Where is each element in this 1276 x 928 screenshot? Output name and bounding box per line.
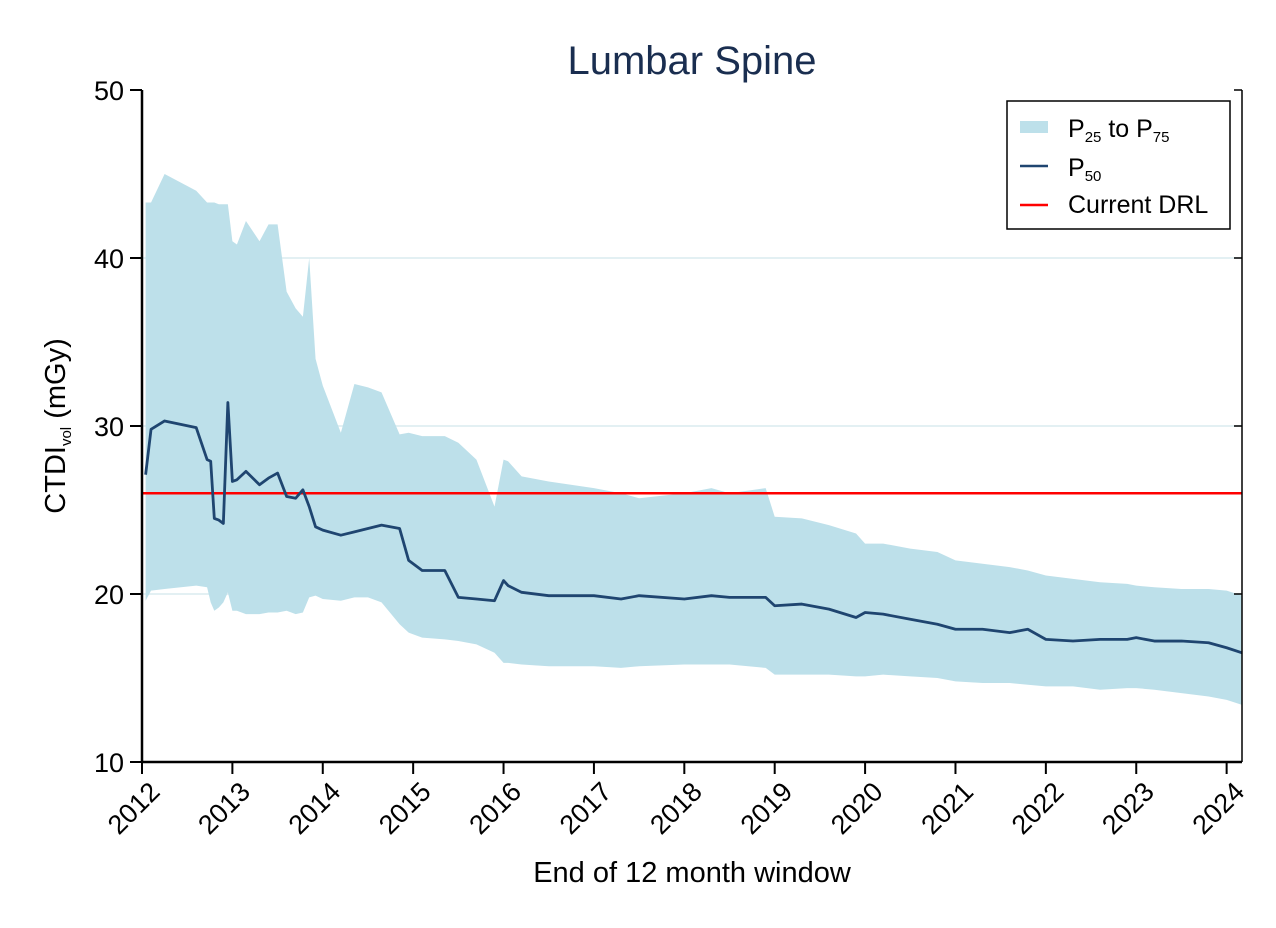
axes <box>130 89 1243 774</box>
legend-label-median: P50 <box>1068 154 1101 185</box>
plot-series <box>142 174 1243 705</box>
legend: P25 to P75 P50 Current DRL <box>1006 100 1231 230</box>
legend-drl-part-0: Current DRL <box>1068 191 1208 219</box>
legend-median-part-1: 50 <box>1085 168 1102 185</box>
legend-label-drl: Current DRL <box>1068 191 1208 219</box>
legend-label-band: P25 to P75 <box>1068 115 1169 146</box>
y-tick-label-50: 50 <box>94 76 124 106</box>
y-tick-label-30: 30 <box>94 412 124 442</box>
y-axis-title-main: CTDI <box>40 446 72 514</box>
legend-swatch-band <box>1020 121 1048 133</box>
series-p50 <box>144 401 1243 655</box>
y-axis-title-unit: (mGy) <box>40 338 72 427</box>
y-axis-title: CTDIvol (mGy) <box>40 338 75 513</box>
legend-band-part-3: 75 <box>1153 129 1170 146</box>
series-band-p25-p75 <box>145 174 1242 705</box>
legend-band-part-1: 25 <box>1085 129 1102 146</box>
legend-median-part-0: P <box>1068 154 1085 182</box>
y-axis-title-subscript: vol <box>58 427 75 446</box>
y-tick-label-40: 40 <box>94 244 124 274</box>
chart-title: Lumbar Spine <box>567 39 816 83</box>
y-tick-label-10: 10 <box>94 748 124 778</box>
x-axis-title: End of 12 month window <box>533 857 852 889</box>
y-tick-label-20: 20 <box>94 580 124 610</box>
legend-band-part-0: P <box>1068 115 1085 143</box>
legend-band-part-2: to P <box>1101 115 1152 143</box>
